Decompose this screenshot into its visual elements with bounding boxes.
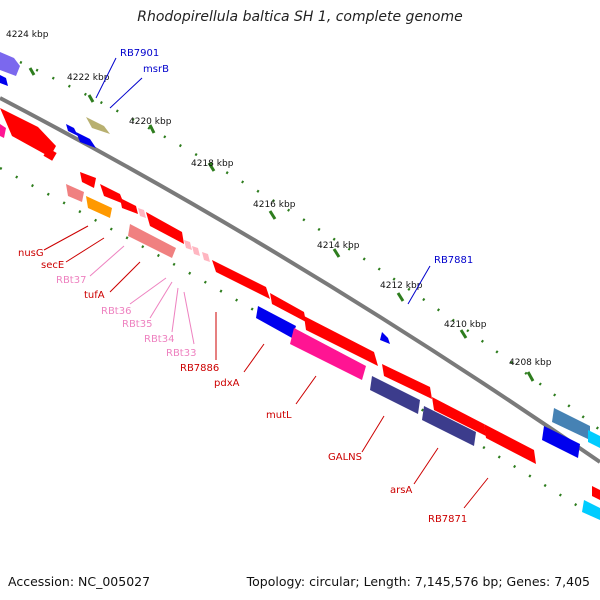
gene-pink xyxy=(184,240,192,250)
inner-tick-ring xyxy=(0,166,600,522)
gene-steel xyxy=(552,408,590,440)
leader-line xyxy=(109,77,143,109)
gene-label-RBt37[interactable]: RBt37 xyxy=(56,275,86,286)
gene-pink xyxy=(202,252,210,262)
label-leader-lines xyxy=(43,57,489,509)
gene-red xyxy=(212,260,270,299)
gene-red xyxy=(43,148,57,161)
gene-red xyxy=(120,198,138,214)
gene-blue xyxy=(0,75,8,86)
leader-line xyxy=(463,477,489,509)
leader-line xyxy=(149,281,173,319)
tick-label: 4216 kbp xyxy=(253,200,296,210)
leader-line xyxy=(89,245,125,277)
gene-label-pdxA[interactable]: pdxA xyxy=(214,378,240,389)
gene-blue xyxy=(380,332,390,344)
gene-label-msrB[interactable]: msrB xyxy=(143,64,169,75)
major-ticks xyxy=(28,67,535,382)
gene-red xyxy=(270,293,306,322)
leader-line xyxy=(361,415,385,453)
major-tick xyxy=(268,210,277,220)
gene-violet xyxy=(0,52,20,76)
major-tick xyxy=(28,67,36,76)
gene-salmon xyxy=(66,184,84,202)
gene-label-RBt35[interactable]: RBt35 xyxy=(122,319,152,330)
tick-label: 4210 kbp xyxy=(444,320,487,330)
leader-line xyxy=(171,287,179,333)
gene-red xyxy=(484,424,536,464)
gene-label-GALNS[interactable]: GALNS xyxy=(328,452,362,463)
gene-label-RBt34[interactable]: RBt34 xyxy=(144,334,174,345)
tick-label: 4208 kbp xyxy=(509,358,552,368)
major-tick xyxy=(396,292,405,302)
major-tick xyxy=(207,162,216,172)
gene-label-RB7881[interactable]: RB7881 xyxy=(434,255,473,266)
tick-label: 4212 kbp xyxy=(380,281,423,291)
gene-navy xyxy=(422,406,476,446)
leader-line xyxy=(295,375,317,405)
tick-label: 4222 kbp xyxy=(67,73,110,83)
gene-red xyxy=(100,184,124,204)
gene-blue xyxy=(66,124,78,136)
gene-orange xyxy=(86,196,112,218)
gene-cyan xyxy=(588,430,600,448)
leader-line xyxy=(243,343,265,373)
major-tick xyxy=(87,94,95,103)
gene-red xyxy=(382,364,432,399)
leader-line xyxy=(183,291,195,345)
leader-line xyxy=(413,447,439,485)
major-tick xyxy=(148,124,156,134)
gene-salmon xyxy=(128,224,176,258)
gene-blue xyxy=(542,426,580,458)
gene-label-RBt33[interactable]: RBt33 xyxy=(166,348,196,359)
outer-tick-ring xyxy=(19,60,600,431)
gene-red xyxy=(432,397,486,436)
gene-olive xyxy=(86,117,110,134)
gene-cyan xyxy=(582,500,600,520)
gene-red xyxy=(0,108,56,157)
gene-label-arsA[interactable]: arsA xyxy=(390,485,412,496)
gene-navy xyxy=(370,376,420,414)
tick-label: 4220 kbp xyxy=(129,117,172,127)
tick-label: 4224 kbp xyxy=(6,30,49,40)
tick-label: 4218 kbp xyxy=(191,159,234,169)
gene-label-secE[interactable]: secE xyxy=(41,260,64,271)
gene-red xyxy=(592,486,600,500)
leader-line xyxy=(109,261,141,293)
leader-line xyxy=(129,277,167,305)
gene-blue xyxy=(76,132,96,148)
major-tick xyxy=(459,329,468,339)
gene-red xyxy=(146,212,184,244)
gene-label-mutL[interactable]: mutL xyxy=(266,410,292,421)
forward-strand-genes xyxy=(0,52,600,464)
genome-summary-text: Topology: circular; Length: 7,145,576 bp… xyxy=(246,574,590,589)
leader-line xyxy=(407,265,431,305)
gene-label-RB7871[interactable]: RB7871 xyxy=(428,514,467,525)
gene-label-nusG[interactable]: nusG xyxy=(18,248,44,259)
accession-text: Accession: NC_005027 xyxy=(8,574,151,589)
map-title: Rhodopirellula baltica SH 1, complete ge… xyxy=(137,9,463,25)
major-tick xyxy=(526,371,535,382)
gene-pink xyxy=(138,208,146,218)
gene-red xyxy=(304,316,378,366)
gene-label-RB7901[interactable]: RB7901 xyxy=(120,48,159,59)
reverse-strand-genes xyxy=(66,172,600,520)
gene-magenta xyxy=(0,124,6,138)
tick-label: 4214 kbp xyxy=(317,241,360,251)
gene-red xyxy=(80,172,96,188)
genome-backbone xyxy=(0,96,600,464)
gene-label-tufA[interactable]: tufA xyxy=(84,290,105,301)
leader-line xyxy=(65,237,105,263)
leader-line xyxy=(43,225,89,251)
gene-label-RB7886[interactable]: RB7886 xyxy=(180,363,219,374)
gene-label-RBt36[interactable]: RBt36 xyxy=(101,306,131,317)
gene-blue xyxy=(256,306,296,338)
major-tick xyxy=(332,248,341,258)
leader-line xyxy=(95,57,117,99)
gene-magenta xyxy=(290,328,366,380)
gene-pink xyxy=(192,246,200,256)
